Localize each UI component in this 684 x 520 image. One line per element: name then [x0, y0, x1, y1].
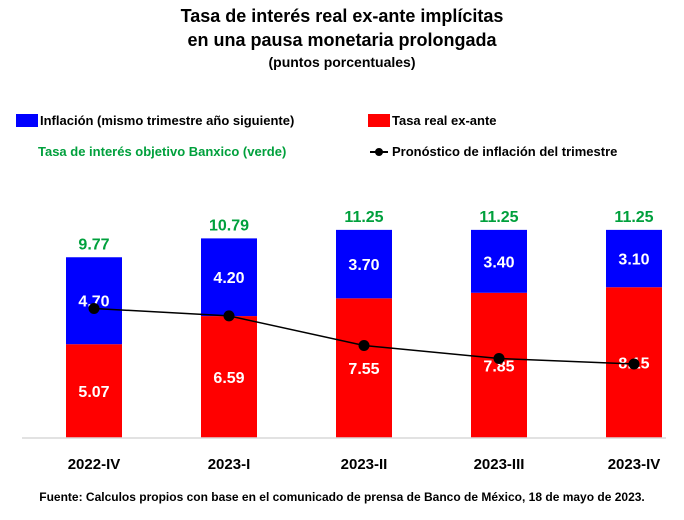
- x-tick-label-2023-IV: 2023-IV: [608, 456, 661, 473]
- legend-item-banxico: Tasa de interés objetivo Banxico (verde): [38, 144, 286, 159]
- legend-swatch-blue: [16, 114, 38, 127]
- data-label-inflation-2023-I: 4.20: [213, 270, 244, 287]
- bar-real-rate-2022-IV: [66, 344, 122, 438]
- bar-inflation-2022-IV: [66, 257, 122, 345]
- bar-real-rate-2023-III: [471, 292, 527, 438]
- data-label-inflation-2023-III: 3.40: [483, 254, 514, 271]
- legend-label-real-rate: Tasa real ex-ante: [392, 113, 497, 128]
- data-label-banxico-2023-II: 11.25: [344, 209, 383, 226]
- chart-title: Tasa de interés real ex-ante implícitas …: [0, 4, 684, 72]
- legend-line-marker-icon: [370, 147, 388, 156]
- data-label-inflation-2023-II: 3.70: [348, 257, 379, 274]
- forecast-point-2023-III: [493, 352, 505, 364]
- legend-label-forecast: Pronóstico de inflación del trimestre: [392, 144, 618, 159]
- legend-label-banxico: Tasa de interés objetivo Banxico (verde): [38, 144, 287, 159]
- legend-item-real-rate: Tasa real ex-ante: [368, 113, 497, 128]
- data-label-real-rate-2022-IV: 5.07: [78, 384, 109, 401]
- data-label-banxico-2023-III: 11.25: [479, 209, 518, 226]
- forecast-point-2023-II: [358, 340, 370, 351]
- x-tick-label-2022-IV: 2022-IV: [68, 456, 121, 473]
- chart-title-line2: en una pausa monetaria prolongada: [187, 30, 497, 50]
- chart-title-line1: Tasa de interés real ex-ante implícitas: [180, 6, 504, 26]
- data-label-banxico-2023-I: 10.79: [209, 217, 249, 234]
- bar-real-rate-2023-I: [201, 316, 257, 438]
- data-label-inflation-2022-IV: 4.70: [78, 294, 109, 311]
- data-label-real-rate-2023-I: 6.59: [213, 370, 244, 387]
- legend-item-forecast: Pronóstico de inflación del trimestre: [370, 144, 617, 159]
- x-tick-label-2023-III: 2023-III: [474, 456, 525, 473]
- legend-swatch-red: [368, 114, 390, 127]
- bar-inflation-2023-II: [336, 229, 392, 299]
- data-label-banxico-2023-IV: 11.25: [614, 209, 653, 226]
- chart-plot: 5.07 4.70 9.77 2022-IV 6.59 4.20 10.79 2023-I 7.…: [22, 209, 666, 473]
- forecast-point-2022-IV: [88, 303, 100, 314]
- bar-inflation-2023-III: [471, 229, 527, 293]
- data-label-real-rate-2023-III: 7.85: [483, 358, 514, 375]
- data-label-inflation-2023-IV: 3.10: [618, 252, 649, 269]
- forecast-point-2023-IV: [628, 358, 640, 370]
- x-tick-label-2023-II: 2023-II: [341, 456, 388, 473]
- legend-label-inflation: Inflación (mismo trimestre año siguiente…: [40, 113, 295, 128]
- bar-inflation-2023-IV: [606, 229, 662, 288]
- bar-inflation-2023-I: [201, 238, 257, 317]
- bar-real-rate-2023-II: [336, 298, 392, 438]
- x-tick-label-2023-I: 2023-I: [208, 456, 251, 473]
- data-label-banxico-2022-IV: 9.77: [78, 236, 109, 253]
- chart-subtitle: (puntos porcentuales): [268, 54, 416, 70]
- source-note: Fuente: Calculos propios con base en el …: [39, 490, 645, 504]
- legend-item-inflation: Inflación (mismo trimestre año siguiente…: [16, 113, 294, 128]
- data-label-real-rate-2023-II: 7.55: [348, 361, 379, 378]
- forecast-point-2023-I: [223, 310, 235, 322]
